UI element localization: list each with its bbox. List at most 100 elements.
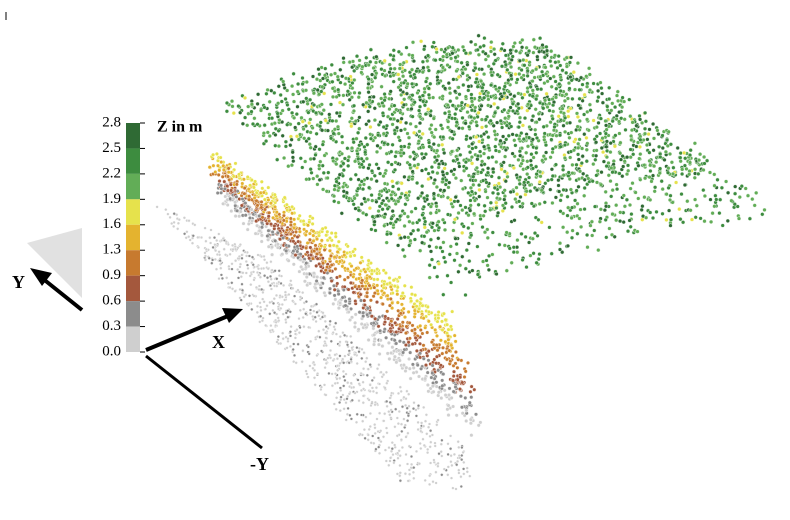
point	[427, 422, 432, 426]
point	[440, 249, 445, 254]
point	[406, 479, 410, 483]
point	[408, 472, 412, 476]
point	[457, 468, 461, 472]
point	[434, 354, 439, 359]
point	[402, 417, 406, 421]
point	[518, 153, 523, 158]
point	[220, 276, 224, 280]
point	[336, 368, 340, 372]
point	[407, 468, 411, 472]
point	[411, 150, 416, 155]
point	[430, 433, 434, 437]
point	[400, 327, 405, 332]
point	[446, 80, 451, 86]
point	[243, 250, 247, 254]
point	[218, 259, 222, 263]
point	[368, 411, 372, 416]
point	[459, 475, 463, 479]
point	[493, 132, 498, 137]
point	[517, 136, 522, 142]
point	[465, 62, 470, 67]
point	[692, 167, 698, 172]
point	[363, 135, 368, 141]
point	[402, 254, 407, 259]
point	[294, 111, 299, 117]
point	[354, 54, 360, 59]
point	[324, 361, 328, 365]
point	[651, 164, 657, 169]
point	[486, 64, 491, 69]
point	[429, 122, 434, 128]
point	[196, 235, 200, 239]
point	[423, 111, 428, 117]
point	[443, 86, 448, 91]
point	[605, 104, 610, 109]
point	[610, 188, 615, 193]
point	[457, 445, 461, 449]
point	[373, 426, 377, 430]
point	[567, 176, 572, 182]
point	[429, 340, 434, 345]
point	[458, 203, 463, 208]
point	[234, 259, 238, 263]
point	[648, 163, 653, 168]
point	[412, 466, 416, 470]
point	[710, 211, 715, 216]
point	[361, 310, 366, 315]
point	[439, 442, 443, 446]
point	[356, 276, 361, 281]
point	[687, 153, 693, 158]
point	[510, 108, 516, 114]
point	[548, 155, 553, 160]
point	[187, 219, 191, 223]
point	[224, 240, 228, 244]
point	[582, 92, 587, 97]
point	[542, 55, 547, 60]
point	[481, 43, 486, 48]
point	[549, 177, 554, 182]
point	[530, 88, 535, 93]
point	[368, 389, 372, 393]
point	[620, 95, 625, 100]
point	[184, 236, 188, 240]
point	[373, 431, 377, 435]
point	[329, 253, 334, 258]
point	[485, 227, 490, 232]
point	[584, 135, 589, 140]
point	[460, 115, 465, 120]
point	[454, 242, 459, 247]
point	[398, 385, 402, 389]
point	[360, 278, 365, 283]
point	[525, 172, 530, 177]
point	[608, 141, 613, 146]
point	[618, 140, 623, 145]
point	[231, 243, 235, 247]
point	[267, 112, 272, 117]
point	[496, 191, 501, 196]
point	[172, 212, 176, 216]
point	[425, 330, 430, 335]
point	[262, 266, 266, 270]
point	[428, 113, 433, 118]
point	[542, 80, 547, 86]
point	[503, 53, 508, 58]
point	[488, 49, 494, 54]
point	[509, 124, 514, 129]
point	[433, 441, 437, 445]
point	[390, 441, 394, 445]
point	[545, 79, 550, 84]
point	[304, 265, 309, 270]
point	[196, 245, 200, 249]
point	[399, 438, 403, 442]
point	[544, 48, 550, 53]
point	[436, 154, 441, 159]
point	[452, 217, 458, 222]
point	[364, 360, 368, 364]
point	[199, 235, 204, 240]
point	[362, 144, 367, 149]
point	[365, 294, 370, 299]
point	[317, 163, 322, 168]
point	[480, 88, 485, 94]
point	[364, 55, 369, 60]
point	[361, 182, 366, 187]
